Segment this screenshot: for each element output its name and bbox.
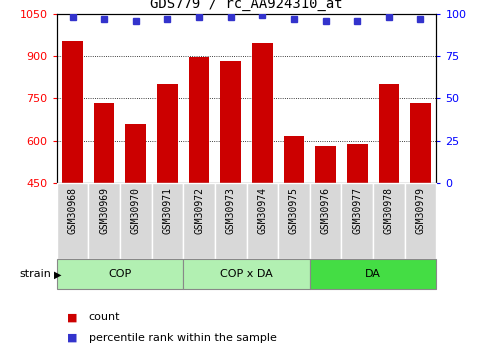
- Text: GSM30971: GSM30971: [162, 187, 173, 234]
- Text: GSM30970: GSM30970: [131, 187, 141, 234]
- Title: GDS779 / rc_AA924310_at: GDS779 / rc_AA924310_at: [150, 0, 343, 11]
- Bar: [283, 136, 304, 183]
- Text: ▶: ▶: [54, 269, 62, 279]
- Bar: [379, 84, 399, 183]
- Text: GSM30977: GSM30977: [352, 187, 362, 234]
- Text: COP: COP: [108, 269, 132, 279]
- Bar: [347, 144, 367, 183]
- FancyBboxPatch shape: [120, 183, 152, 259]
- FancyBboxPatch shape: [278, 183, 310, 259]
- Bar: [220, 61, 241, 183]
- Text: COP x DA: COP x DA: [220, 269, 273, 279]
- Text: ■: ■: [67, 313, 77, 322]
- FancyBboxPatch shape: [183, 183, 215, 259]
- Text: percentile rank within the sample: percentile rank within the sample: [89, 333, 277, 343]
- FancyBboxPatch shape: [215, 183, 246, 259]
- Text: DA: DA: [365, 269, 381, 279]
- Text: strain: strain: [20, 269, 52, 279]
- Text: GSM30976: GSM30976: [320, 187, 331, 234]
- Bar: [410, 104, 431, 183]
- FancyBboxPatch shape: [310, 183, 341, 259]
- FancyBboxPatch shape: [183, 259, 310, 289]
- Bar: [126, 124, 146, 183]
- FancyBboxPatch shape: [341, 183, 373, 259]
- Text: GSM30975: GSM30975: [289, 187, 299, 234]
- FancyBboxPatch shape: [57, 259, 183, 289]
- Bar: [189, 58, 210, 183]
- Bar: [157, 84, 177, 183]
- Text: GSM30969: GSM30969: [99, 187, 109, 234]
- FancyBboxPatch shape: [373, 183, 405, 259]
- Text: GSM30974: GSM30974: [257, 187, 267, 234]
- Text: GSM30972: GSM30972: [194, 187, 204, 234]
- Bar: [62, 41, 83, 183]
- FancyBboxPatch shape: [405, 183, 436, 259]
- Text: ■: ■: [67, 333, 77, 343]
- FancyBboxPatch shape: [310, 259, 436, 289]
- FancyBboxPatch shape: [57, 183, 88, 259]
- Bar: [316, 146, 336, 183]
- Text: GSM30978: GSM30978: [384, 187, 394, 234]
- Text: GSM30973: GSM30973: [226, 187, 236, 234]
- Bar: [252, 42, 273, 183]
- FancyBboxPatch shape: [246, 183, 278, 259]
- FancyBboxPatch shape: [88, 183, 120, 259]
- Text: count: count: [89, 313, 120, 322]
- Text: GSM30968: GSM30968: [68, 187, 77, 234]
- FancyBboxPatch shape: [152, 183, 183, 259]
- Text: GSM30979: GSM30979: [416, 187, 425, 234]
- Bar: [94, 102, 114, 183]
